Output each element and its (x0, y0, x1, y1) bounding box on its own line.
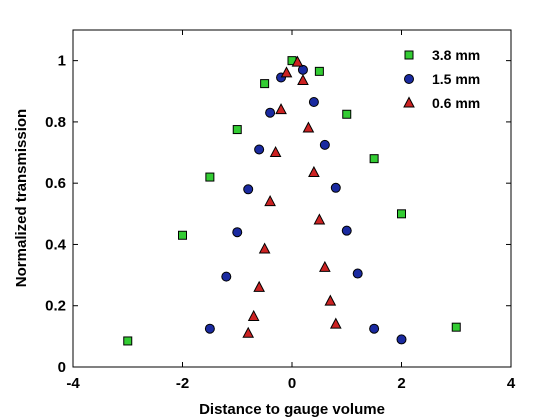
y-axis-label: Normalized transmission (13, 109, 30, 287)
series-square (123, 56, 461, 346)
plot-area (72, 29, 512, 368)
x-axis-label: Distance to gauge volume (199, 401, 385, 418)
data-point (352, 268, 363, 279)
legend-entry: 3.8 mm (432, 47, 480, 63)
data-point (302, 121, 315, 133)
data-point (308, 96, 319, 107)
data-point (291, 55, 304, 67)
data-point (396, 334, 407, 345)
data-point (297, 73, 309, 86)
x-tick-label: 4 (507, 375, 516, 392)
data-markers (123, 55, 461, 346)
legend-marker (404, 50, 414, 60)
data-point (178, 230, 187, 240)
legend: 3.8 mm 1.5 mm 0.6 mm (403, 47, 480, 111)
y-tick-label: 0.6 (45, 175, 66, 192)
data-point (243, 184, 254, 195)
data-point (247, 309, 260, 321)
data-point (260, 79, 270, 89)
data-point (242, 326, 255, 338)
data-point (308, 165, 320, 177)
data-point (254, 144, 265, 155)
y-tick-label: 0.4 (45, 236, 67, 253)
x-tick-label: 2 (397, 375, 405, 392)
x-tick-label: -4 (66, 375, 80, 392)
data-point (319, 139, 330, 150)
x-tick-label: -2 (176, 375, 189, 392)
y-tick-label: 1 (58, 53, 66, 70)
data-point (369, 154, 379, 164)
data-point (253, 280, 265, 292)
y-tick-label: 0.8 (45, 114, 66, 131)
data-point (330, 182, 341, 193)
data-point (232, 125, 242, 135)
legend-marker (404, 74, 414, 84)
data-point (265, 107, 276, 118)
data-point (297, 64, 308, 75)
axis-ticks (72, 30, 512, 368)
data-point (329, 317, 342, 329)
data-point (123, 336, 133, 346)
data-point (369, 323, 380, 334)
data-point (205, 172, 215, 182)
series-triangle (242, 55, 342, 338)
data-point (342, 109, 352, 119)
data-point (204, 323, 215, 334)
data-point (319, 260, 331, 272)
data-point (341, 225, 352, 236)
data-point (397, 209, 406, 219)
data-point (232, 227, 243, 238)
x-tick-label: 0 (288, 375, 296, 392)
series-circle (204, 64, 407, 345)
data-point (324, 294, 337, 306)
y-tick-label: 0.2 (45, 298, 66, 315)
legend-entry: 0.6 mm (432, 95, 480, 111)
data-point (275, 103, 287, 115)
data-point (269, 145, 282, 158)
tick-labels: -4 -2 0 2 4 0 0.2 0.4 0.6 0.8 1 (45, 53, 516, 392)
data-point (313, 213, 326, 225)
data-point (314, 66, 324, 76)
data-point (264, 194, 276, 207)
data-point (280, 66, 293, 78)
y-tick-label: 0 (58, 359, 66, 376)
data-point (221, 271, 232, 282)
data-point (258, 242, 271, 254)
legend-marker (403, 96, 415, 108)
data-point (451, 322, 461, 332)
legend-entry: 1.5 mm (432, 71, 480, 87)
